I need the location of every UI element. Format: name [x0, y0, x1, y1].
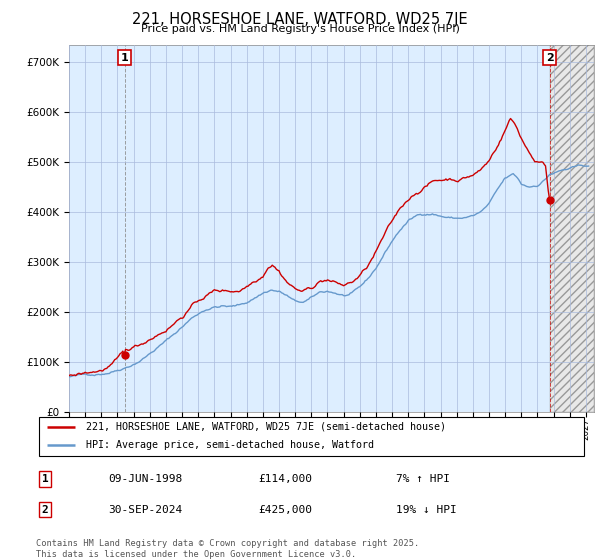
Text: 7% ↑ HPI: 7% ↑ HPI — [396, 474, 450, 484]
Text: 1: 1 — [121, 53, 128, 63]
FancyBboxPatch shape — [39, 417, 584, 456]
Text: 221, HORSESHOE LANE, WATFORD, WD25 7JE (semi-detached house): 221, HORSESHOE LANE, WATFORD, WD25 7JE (… — [86, 422, 446, 432]
Text: 30-SEP-2024: 30-SEP-2024 — [108, 505, 182, 515]
Text: Price paid vs. HM Land Registry's House Price Index (HPI): Price paid vs. HM Land Registry's House … — [140, 24, 460, 34]
Text: 09-JUN-1998: 09-JUN-1998 — [108, 474, 182, 484]
Bar — [550, 45, 594, 412]
Text: 221, HORSESHOE LANE, WATFORD, WD25 7JE: 221, HORSESHOE LANE, WATFORD, WD25 7JE — [132, 12, 468, 27]
Text: 2: 2 — [546, 53, 553, 63]
Text: Contains HM Land Registry data © Crown copyright and database right 2025.
This d: Contains HM Land Registry data © Crown c… — [36, 539, 419, 559]
Text: HPI: Average price, semi-detached house, Watford: HPI: Average price, semi-detached house,… — [86, 440, 374, 450]
Bar — [550, 45, 594, 412]
Text: £425,000: £425,000 — [258, 505, 312, 515]
Text: £114,000: £114,000 — [258, 474, 312, 484]
Text: 1: 1 — [41, 474, 49, 484]
Text: 2: 2 — [41, 505, 49, 515]
Text: 19% ↓ HPI: 19% ↓ HPI — [396, 505, 457, 515]
